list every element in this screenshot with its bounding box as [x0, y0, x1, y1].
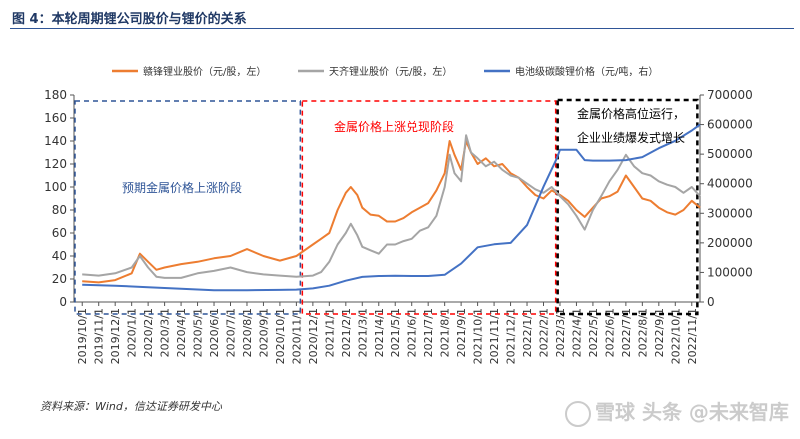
x-tick-label: 2022/2/1 [538, 308, 551, 357]
left-tick-label: 140 [44, 134, 67, 148]
figure-title: 图 4：本轮周期锂公司股价与锂价的关系 [12, 12, 247, 27]
x-tick-label: 2019/12/1 [109, 308, 122, 364]
left-tick-label: 100 [44, 180, 67, 194]
x-tick-label: 2021/10/1 [472, 308, 485, 364]
phase-label-realization: 金属价格上涨兑现阶段 [334, 119, 454, 134]
watermark-text: 雪球 头条 @未来智库 [595, 400, 789, 424]
x-tick-label: 2020/1/1 [126, 308, 139, 357]
x-tick-label: 2022/10/1 [669, 308, 682, 364]
left-tick-label: 60 [52, 226, 67, 240]
x-tick-label: 2020/5/1 [192, 308, 205, 357]
left-tick-label: 120 [44, 157, 67, 171]
right-tick-label: 400000 [707, 177, 753, 191]
x-tick-label: 2020/12/1 [307, 308, 320, 364]
x-tick-label: 2021/4/1 [373, 308, 386, 357]
series-lines [82, 123, 701, 292]
left-tick-label: 20 [52, 272, 67, 286]
x-axis-ticks: 2019/10/1 2019/11/1 2019/12/1 2020/1/1 2020/… [76, 302, 699, 364]
right-tick-label: 100000 [707, 265, 753, 279]
x-tick-label: 2021/11/1 [488, 308, 501, 364]
left-y-ticks: 0 20 40 60 80 100 120 140 160 180 [44, 88, 74, 309]
title-divider [10, 28, 794, 29]
x-tick-label: 2020/3/1 [159, 308, 172, 357]
right-y-ticks: 0 100000 200000 300000 400000 500000 600000 700… [700, 88, 753, 309]
x-tick-label: 2020/6/1 [208, 308, 221, 357]
x-tick-label: 2020/4/1 [175, 308, 188, 357]
legend: 赣锋锂业股价（元/股，左） 天齐锂业股价（元/股，左） 电池级碳酸锂价格（元/吨… [112, 65, 658, 78]
x-tick-label: 2021/3/1 [356, 308, 369, 357]
x-tick-label: 2019/10/1 [76, 308, 89, 364]
phase-label-high-line1: 金属价格高位运行， [577, 106, 685, 121]
phase-label-high-line2: 企业业绩爆发式增长 [577, 130, 685, 145]
left-tick-label: 160 [44, 111, 67, 125]
x-tick-label: 2021/9/1 [455, 308, 468, 357]
phase-box [301, 100, 557, 315]
x-tick-label: 2020/2/1 [142, 308, 155, 357]
x-tick-label: 2022/5/1 [587, 308, 600, 357]
snowball-logo-icon [565, 400, 591, 427]
x-tick-label: 2021/12/1 [505, 308, 518, 364]
left-tick-label: 80 [52, 203, 67, 217]
x-tick-label: 2022/9/1 [653, 308, 666, 357]
phase-box [74, 100, 302, 315]
phase-box [556, 98, 699, 316]
x-tick-label: 2020/9/1 [257, 308, 270, 357]
x-tick-label: 2021/7/1 [422, 308, 435, 357]
phase-label-expectation: 预期金属价格上涨阶段 [122, 180, 242, 195]
x-tick-label: 2022/7/1 [620, 308, 633, 357]
series-line [82, 134, 701, 279]
right-tick-label: 0 [707, 295, 715, 309]
left-tick-label: 40 [52, 249, 67, 263]
right-tick-label: 600000 [707, 118, 753, 132]
x-tick-label: 2020/11/1 [290, 308, 303, 364]
x-tick-label: 2022/8/1 [636, 308, 649, 357]
x-tick-label: 2020/7/1 [225, 308, 238, 357]
series-line [82, 123, 701, 292]
legend-label-tianqi: 天齐锂业股价（元/股，左） [329, 65, 452, 78]
phase-boxes [74, 98, 699, 316]
x-tick-label: 2022/4/1 [570, 308, 583, 357]
source-note: 资料来源：Wind，信达证券研发中心 [40, 400, 222, 413]
legend-label-ganfeng: 赣锋锂业股价（元/股，左） [143, 65, 266, 78]
x-tick-label: 2021/8/1 [439, 308, 452, 357]
x-tick-label: 2020/10/1 [274, 308, 287, 364]
x-tick-label: 2022/1/1 [521, 308, 534, 357]
x-tick-label: 2022/11/1 [686, 308, 699, 364]
left-tick-label: 180 [44, 88, 67, 102]
right-tick-label: 500000 [707, 147, 753, 161]
x-tick-label: 2020/8/1 [241, 308, 254, 357]
left-tick-label: 0 [59, 295, 67, 309]
x-tick-label: 2021/6/1 [406, 308, 419, 357]
x-tick-label: 2021/5/1 [389, 308, 402, 357]
x-tick-label: 2022/3/1 [554, 308, 567, 357]
legend-label-lithium: 电池级碳酸锂价格（元/吨，右） [515, 65, 658, 78]
series-line [82, 140, 701, 284]
x-tick-label: 2021/2/1 [340, 308, 353, 357]
right-tick-label: 700000 [707, 88, 753, 102]
right-tick-label: 300000 [707, 206, 753, 220]
x-tick-label: 2021/1/1 [323, 308, 336, 357]
watermark: 雪球 头条 @未来智库 [565, 396, 789, 427]
right-tick-label: 200000 [707, 236, 753, 250]
x-tick-label: 2019/11/1 [93, 308, 106, 364]
x-tick-label: 2022/6/1 [603, 308, 616, 357]
